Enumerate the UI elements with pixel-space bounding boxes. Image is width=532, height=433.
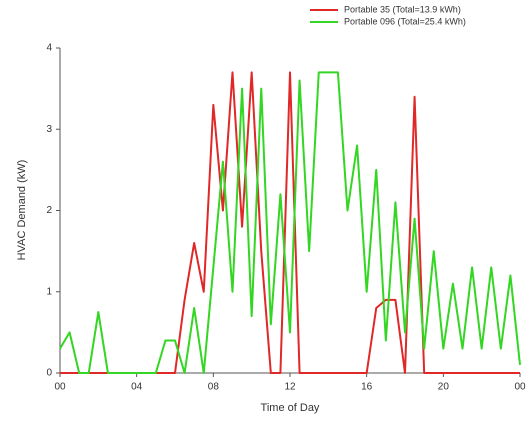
x-axis-label: Time of Day (261, 402, 320, 414)
legend-label: Portable 096 (Total=25.4 kWh) (344, 16, 466, 26)
legend-label: Portable 35 (Total=13.9 kWh) (344, 4, 461, 14)
y-axis-label: HVAC Demand (kW) (16, 160, 28, 261)
y-tick-label: 4 (46, 43, 52, 54)
data-line (59, 71, 521, 374)
x-tick-label: 04 (131, 382, 143, 393)
y-tick-label: 0 (46, 368, 52, 379)
x-tick-label: 00 (514, 382, 526, 393)
x-tick-label: 12 (284, 382, 296, 393)
y-tick-label: 1 (46, 286, 52, 297)
x-tick-label: 16 (361, 382, 373, 393)
x-tick-label: 00 (54, 382, 66, 393)
y-tick-label: 3 (46, 124, 52, 135)
x-tick-label: 08 (208, 382, 220, 393)
y-tick-label: 2 (46, 205, 52, 216)
x-tick-label: 20 (438, 382, 450, 393)
